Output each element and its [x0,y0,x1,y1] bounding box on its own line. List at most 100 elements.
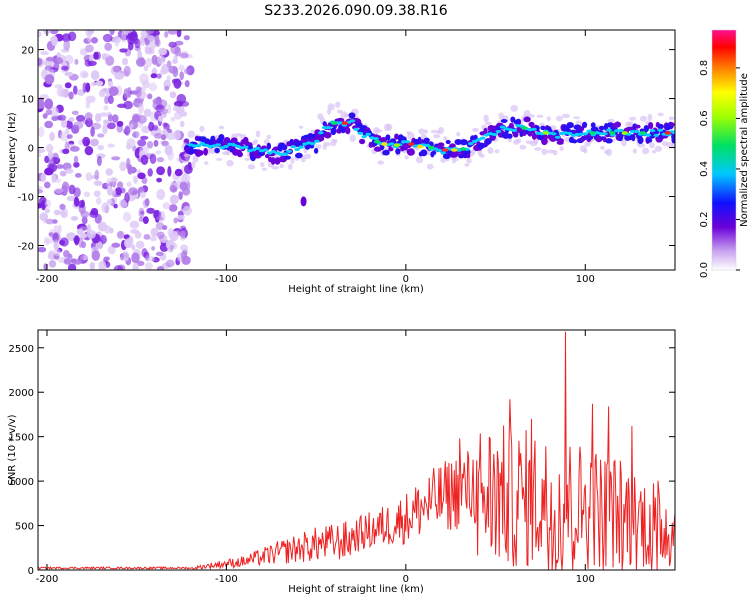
ridge-halo-blob [260,162,265,168]
noise-blob [91,81,97,87]
ridge-hotspot [639,131,646,135]
ridge-blob [515,118,522,126]
colorbar-ticks: 0.0 0.2 0.4 0.6 0.8 [699,60,740,278]
noise-blob [172,105,180,112]
noise-blob [42,113,48,119]
noise-blob [143,234,151,240]
noise-blob [104,42,113,51]
noise-blob [137,115,147,124]
ridge-halo-blob [386,123,393,131]
ridge-blob [671,133,675,141]
noise-blob [156,166,166,176]
noise-blob [72,259,83,265]
ridge-hotspot [521,126,528,130]
spectrogram-xlabel: Height of straight line (km) [288,284,424,295]
ridge-halo-blob [627,121,634,128]
noise-blob [71,110,79,116]
noise-blob [138,207,145,219]
noise-blob [179,120,185,128]
noise-blob [65,168,74,174]
ridge-hotspot [542,131,549,135]
ridge-blob [406,148,415,156]
ridge-core-blob [440,151,447,155]
ridge-halo-blob [225,149,231,156]
ridge-blob [281,144,288,151]
noise-blob [117,230,124,239]
noise-blob [85,100,91,109]
noise-blob [44,181,51,189]
ridge-hotspot [589,131,596,135]
snr-x-tick-label: 0 [403,574,409,585]
noise-blob [91,37,98,44]
noise-blob [69,146,80,152]
ridge-blob [230,137,238,143]
ridge-hotspot [408,142,415,146]
ridge-blob [454,139,462,145]
noise-blob [155,251,164,257]
colorbar-tick-label: 0.0 [699,262,710,278]
noise-blob [173,111,183,120]
ridge-core-blob [424,143,431,147]
colorbar-tick-label: 0.6 [699,110,710,126]
noise-blob [140,154,149,165]
ridge-halo-blob [418,128,425,135]
ridge-blob [657,123,664,130]
ridge-hotspot [381,142,388,146]
noise-blob [112,65,121,73]
ridge-core-blob [618,128,624,132]
ridge-blob [460,139,468,146]
ridge-core-blob [318,131,324,135]
noise-blob [109,30,115,36]
noise-blob [76,228,84,235]
noise-blob [167,104,172,114]
noise-blob [133,175,138,184]
noise-blob [49,30,59,35]
colorbar-tick-label: 0.2 [699,212,710,228]
ridge-blob [631,133,636,142]
ridge-core-blob [550,132,557,136]
noise-blob [59,240,65,246]
ridge-blob [348,112,356,119]
ridge-halo-blob [600,145,605,150]
noise-blob [38,126,45,138]
ridge-halo-blob [404,155,409,160]
noise-blob [156,73,162,79]
spectrogram-x-tick-label: 0 [403,274,409,285]
noise-blob [95,241,103,250]
noise-blob [134,231,142,239]
ridge-halo-blob [247,164,256,170]
noise-blob [51,231,61,243]
noise-blob [126,181,132,188]
noise-blob [164,85,170,92]
noise-blob [89,54,94,63]
noise-blob [80,233,87,239]
noise-blob [173,217,178,224]
ridge-core-blob [270,150,277,154]
noise-blob [107,143,115,148]
ridge-core-blob [495,129,502,134]
noise-blob [166,75,171,83]
snr-y-tick-label: 1000 [9,477,34,488]
noise-blob [164,31,169,38]
ridge-halo-blob [290,157,295,164]
noise-blob [84,146,94,156]
ridge-core-blob [373,137,379,141]
ridge-halo-blob [668,116,675,121]
noise-blob [144,45,149,55]
noise-blob [63,39,71,51]
ridge-core-blob [554,135,561,139]
ridge-halo-blob [216,158,223,161]
noise-blob [101,202,110,213]
noise-blob [53,57,64,65]
ridge-halo-blob [298,125,304,129]
noise-blob [62,148,70,154]
ridge-core-blob [491,132,498,137]
ridge-halo-blob [279,163,285,169]
colorbar-label: Normalized spectral amplitude [739,73,750,227]
figure-title: S233.2026.090.09.38.R16 [264,3,447,19]
noise-blob [107,245,116,255]
ridge-blob [214,147,220,154]
ridge-core-blob [649,129,656,133]
noise-blob [127,31,138,42]
